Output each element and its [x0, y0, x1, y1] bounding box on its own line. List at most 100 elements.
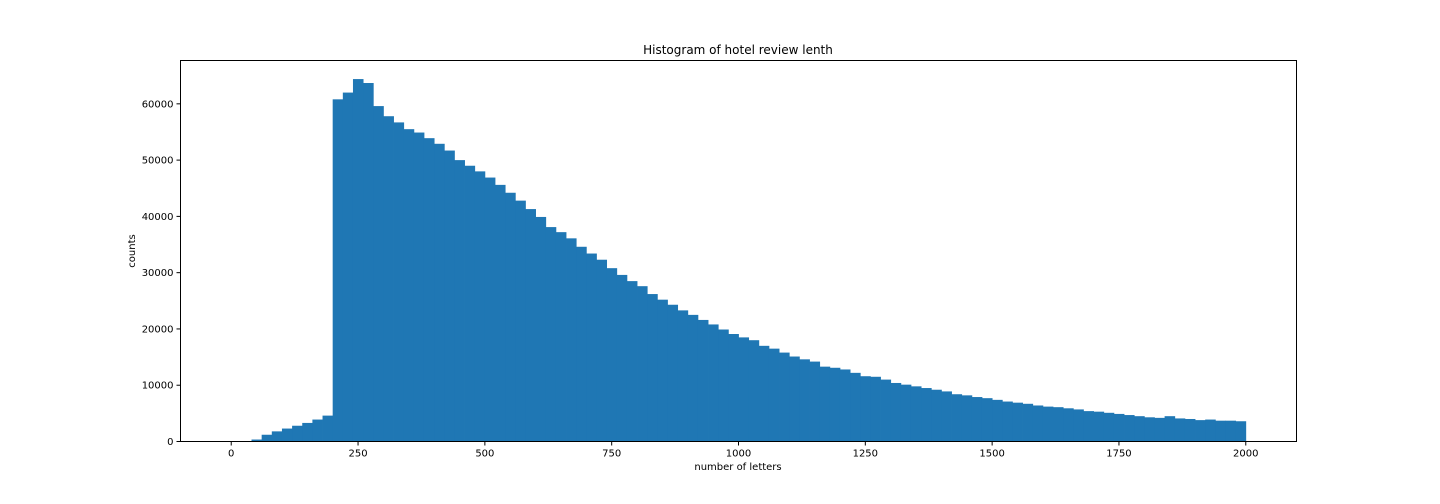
x-tick-label: 750	[602, 449, 621, 460]
histogram-bar	[657, 299, 668, 442]
histogram-bar	[870, 376, 881, 442]
histogram-bar	[515, 200, 526, 442]
x-axis-label: number of letters	[694, 462, 781, 473]
x-tick-label: 0	[228, 449, 234, 460]
x-tick-label: 1000	[726, 449, 751, 460]
histogram-bar	[981, 398, 993, 442]
histogram-bar	[941, 391, 952, 442]
histogram-bar	[1042, 406, 1054, 442]
y-tick-label: 0	[167, 437, 173, 448]
histogram-bar	[1113, 413, 1125, 442]
histogram-bar	[566, 238, 577, 442]
histogram-bar	[281, 428, 293, 442]
y-tick-label: 60000	[142, 99, 174, 110]
histogram-bar	[495, 184, 506, 442]
histogram-bar	[931, 389, 942, 442]
histogram-bar	[1083, 411, 1094, 442]
histogram-bar	[779, 352, 790, 442]
histogram-bar	[951, 394, 963, 442]
histogram-bar	[677, 310, 689, 442]
histogram-bar	[363, 83, 374, 442]
histogram-bar	[434, 143, 445, 442]
histogram-bar	[637, 286, 648, 442]
histogram-bar	[545, 227, 557, 442]
y-tick-label: 40000	[142, 212, 174, 223]
histogram-bar	[697, 319, 709, 442]
histogram-bar	[921, 388, 932, 442]
histogram-bar	[1215, 420, 1226, 442]
histogram-bar	[251, 439, 263, 442]
histogram-bar	[910, 386, 922, 442]
y-tick-label: 50000	[142, 156, 174, 167]
histogram-bar	[900, 384, 912, 442]
histogram-bar	[890, 382, 902, 442]
histogram-bar	[1174, 418, 1186, 442]
histogram-bar	[880, 379, 892, 442]
histogram-bar	[474, 171, 486, 442]
y-tick-label: 20000	[142, 324, 174, 335]
histogram-bar	[403, 129, 415, 442]
histogram-bar	[1073, 409, 1084, 442]
histogram-bar	[292, 425, 303, 442]
histogram-bar	[1195, 420, 1206, 442]
histogram-bar	[484, 177, 496, 442]
histogram-bar	[687, 314, 699, 442]
histogram-bar	[1012, 402, 1023, 442]
histogram-bar	[322, 415, 334, 442]
histogram-bar	[971, 397, 983, 442]
y-tick-label: 30000	[142, 268, 174, 279]
histogram-bar	[1022, 403, 1034, 442]
histogram-bar	[525, 209, 536, 442]
histogram-bar	[667, 304, 679, 442]
histogram-bar	[606, 268, 618, 442]
histogram-bar	[708, 324, 719, 442]
histogram-bar	[332, 99, 344, 442]
histogram-bar	[961, 395, 973, 442]
histogram-bar	[352, 79, 364, 442]
histogram-bar	[748, 340, 760, 442]
histogram-bar	[555, 232, 567, 442]
histogram-bar	[423, 138, 435, 442]
histogram-bar	[1134, 416, 1145, 442]
histogram-bar	[1205, 419, 1216, 442]
histogram-bar	[1032, 405, 1044, 442]
histogram-bar	[271, 431, 283, 442]
histogram-bar	[1235, 421, 1247, 442]
histogram-bar	[1144, 417, 1155, 442]
histogram-bar	[616, 274, 628, 442]
histogram-bar	[1063, 408, 1074, 442]
histogram-bar	[758, 345, 770, 442]
x-tick-label: 1750	[1106, 449, 1131, 460]
histogram-bar	[413, 132, 425, 442]
histogram-bar	[586, 253, 597, 442]
histogram-bar	[444, 150, 455, 442]
histogram-bar	[393, 122, 405, 442]
histogram-bar	[342, 92, 354, 442]
histogram-bar	[829, 367, 841, 442]
y-axis-label: counts	[127, 234, 138, 267]
bars-group	[241, 79, 1247, 442]
histogram-bar	[302, 422, 313, 442]
histogram-bar	[1103, 412, 1115, 442]
histogram-bar	[647, 294, 658, 442]
x-tick-label: 500	[475, 449, 494, 460]
histogram-bar	[261, 434, 273, 442]
histogram-bar	[1164, 416, 1176, 442]
histogram-bar	[626, 281, 638, 442]
x-tick-label: 1500	[979, 449, 1004, 460]
y-axis-ticks: 0 10000 20000 30000 40000 50000 60000	[142, 99, 181, 448]
histogram-bar	[819, 366, 831, 442]
y-tick-label: 10000	[142, 381, 174, 392]
histogram-bar	[718, 329, 729, 442]
histogram-bar	[850, 372, 861, 442]
histogram-bar	[1124, 415, 1135, 442]
histogram-bar	[1093, 411, 1105, 442]
histogram-bar	[992, 399, 1003, 442]
histogram-bar	[383, 116, 394, 442]
chart-title: Histogram of hotel review lenth	[643, 43, 833, 57]
histogram-bar	[809, 361, 821, 442]
histogram-bar	[1002, 401, 1013, 442]
histogram-bar	[768, 348, 780, 442]
histogram-bar	[535, 216, 547, 442]
histogram-bar	[860, 376, 871, 442]
